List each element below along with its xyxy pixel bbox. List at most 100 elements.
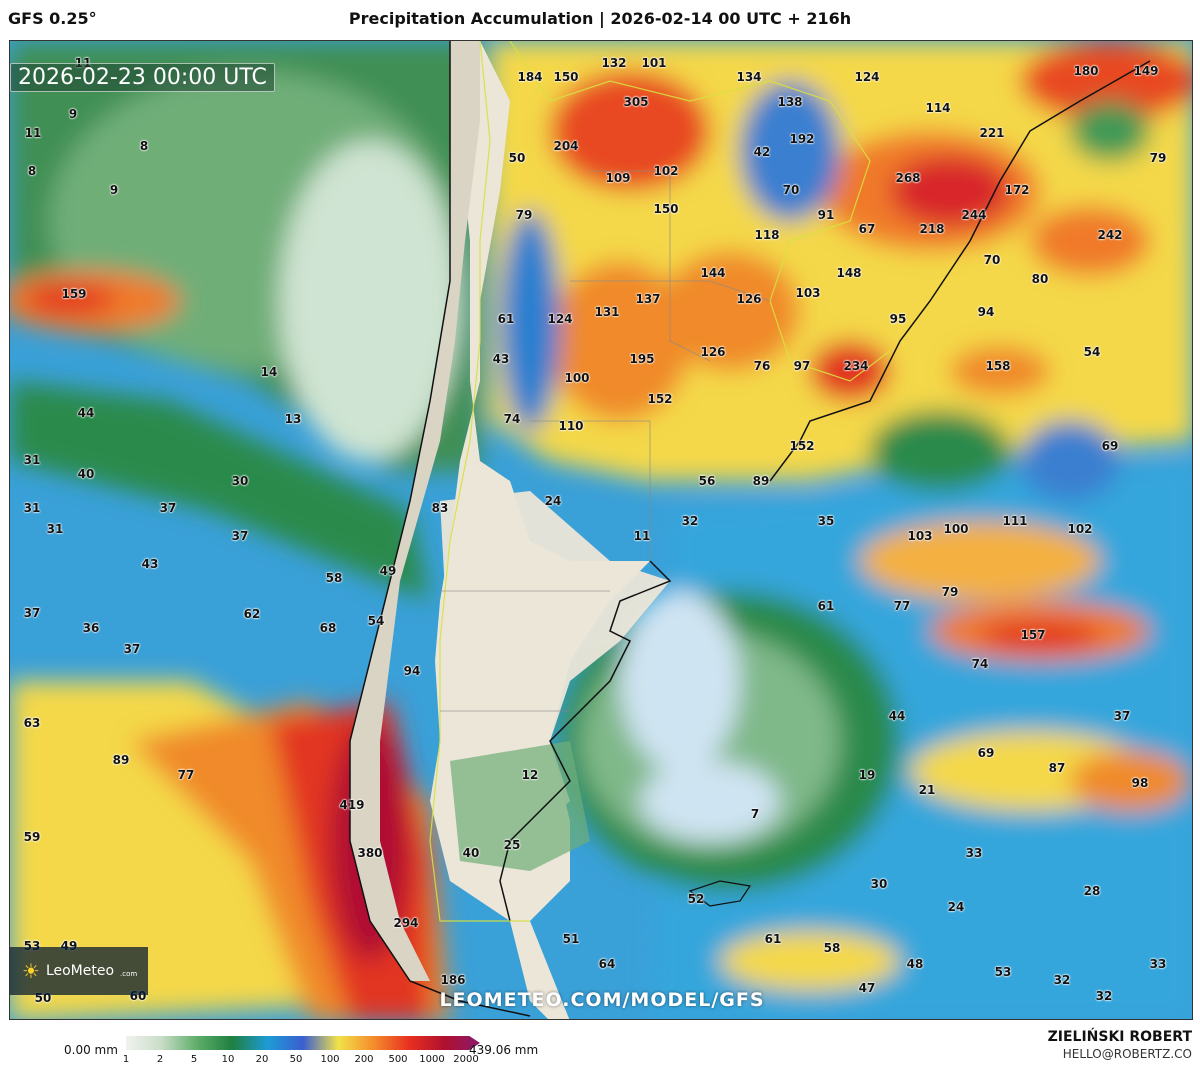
precip-value-label: 103: [907, 529, 933, 543]
precip-value-label: 54: [1083, 345, 1101, 359]
precip-value-label: 100: [564, 371, 590, 385]
legend-tick-label: 20: [255, 1054, 269, 1065]
precip-value-label: 69: [977, 746, 995, 760]
precip-value-label: 43: [492, 352, 510, 366]
precip-value-label: 61: [497, 312, 515, 326]
legend-min-label: 0.00 mm: [64, 1043, 118, 1057]
precip-value-label: 32: [1053, 973, 1071, 987]
precip-value-label: 56: [698, 474, 716, 488]
precip-value-label: 58: [823, 941, 841, 955]
precip-value-label: 89: [112, 753, 130, 767]
precip-value-label: 218: [919, 222, 945, 236]
precip-value-label: 76: [753, 359, 771, 373]
precip-value-label: 148: [836, 266, 862, 280]
precip-value-label: 33: [965, 846, 983, 860]
precip-value-label: 64: [598, 957, 616, 971]
precip-value-label: 40: [462, 846, 480, 860]
precip-value-label: 118: [754, 228, 780, 242]
legend-tick-label: 5: [190, 1054, 198, 1065]
precip-value-label: 101: [641, 56, 667, 70]
precip-value-label: 70: [983, 253, 1001, 267]
precip-value-label: 48: [906, 957, 924, 971]
precip-value-label: 91: [817, 208, 835, 222]
sun-icon: ☀: [22, 959, 40, 983]
legend-tick-label: 50: [289, 1054, 303, 1065]
precip-value-label: 28: [1083, 884, 1101, 898]
precip-value-label: 70: [782, 183, 800, 197]
precip-value-label: 95: [889, 312, 907, 326]
author-name: ZIELIŃSKI ROBERT: [1047, 1029, 1192, 1045]
precip-value-label: 102: [1067, 522, 1093, 536]
precip-value-label: 37: [231, 529, 249, 543]
precip-value-label: 52: [687, 892, 705, 906]
precip-value-label: 77: [893, 599, 911, 613]
precip-value-label: 131: [594, 305, 620, 319]
precip-value-label: 126: [736, 292, 762, 306]
map-title: Precipitation Accumulation | 2026-02-14 …: [348, 9, 852, 28]
precip-value-label: 9: [109, 183, 119, 197]
precip-value-label: 380: [357, 846, 383, 860]
precip-value-label: 51: [562, 932, 580, 946]
precip-value-label: 79: [1149, 151, 1167, 165]
precip-value-label: 79: [941, 585, 959, 599]
map-panel[interactable]: 1191188915914134431403031373137435837623…: [9, 40, 1193, 1020]
precip-value-label: 242: [1097, 228, 1123, 242]
legend-tick-label: 2: [156, 1054, 164, 1065]
precip-value-label: 97: [793, 359, 811, 373]
precip-value-label: 58: [325, 571, 343, 585]
precip-value-label: 109: [605, 171, 631, 185]
precip-value-label: 305: [623, 95, 649, 109]
precip-value-label: 110: [558, 419, 584, 433]
precip-value-label: 195: [629, 352, 655, 366]
precip-value-label: 9: [68, 107, 78, 121]
value-labels-layer: 1191188915914134431403031373137435837623…: [10, 41, 1192, 1019]
precip-value-label: 37: [1113, 709, 1131, 723]
precip-value-label: 32: [681, 514, 699, 528]
precip-value-label: 89: [752, 474, 770, 488]
precip-value-label: 59: [23, 830, 41, 844]
precip-value-label: 124: [547, 312, 573, 326]
precip-value-label: 150: [553, 70, 579, 84]
precip-value-label: 24: [947, 900, 965, 914]
precip-value-label: 50: [508, 151, 526, 165]
precip-value-label: 13: [284, 412, 302, 426]
precip-value-label: 77: [177, 768, 195, 782]
precip-value-label: 47: [858, 981, 876, 995]
author-email[interactable]: HELLO@ROBERTZ.CO: [1062, 1047, 1192, 1061]
precip-value-label: 180: [1073, 64, 1099, 78]
legend-tick-label: 200: [354, 1054, 374, 1065]
precip-value-label: 63: [23, 716, 41, 730]
precip-value-label: 7: [750, 807, 760, 821]
precip-value-label: 42: [753, 145, 771, 159]
precip-value-label: 83: [431, 501, 449, 515]
legend-tick-label: 1000: [419, 1054, 445, 1065]
precip-value-label: 419: [339, 798, 365, 812]
precip-value-label: 31: [23, 501, 41, 515]
legend-tick-label: 2000: [453, 1054, 479, 1065]
watermark-url: LEOMETEO.COM/MODEL/GFS: [439, 989, 765, 1011]
precip-value-label: 221: [979, 126, 1005, 140]
precip-value-label: 67: [858, 222, 876, 236]
precip-value-label: 12: [521, 768, 539, 782]
leometeo-logo[interactable]: ☀ LeoMeteo .com: [10, 947, 148, 995]
precip-value-label: 268: [895, 171, 921, 185]
precip-value-label: 30: [231, 474, 249, 488]
precip-value-label: 31: [23, 453, 41, 467]
precip-value-label: 186: [440, 973, 466, 987]
precip-value-label: 68: [319, 621, 337, 635]
precip-value-label: 102: [653, 164, 679, 178]
precip-value-label: 150: [653, 202, 679, 216]
precip-value-label: 94: [403, 664, 421, 678]
precip-value-label: 79: [515, 208, 533, 222]
precip-value-label: 87: [1048, 761, 1066, 775]
precip-value-label: 19: [858, 768, 876, 782]
precip-value-label: 14: [260, 365, 278, 379]
precip-value-label: 8: [27, 164, 37, 178]
precip-value-label: 98: [1131, 776, 1149, 790]
precip-value-label: 44: [77, 406, 95, 420]
precip-value-label: 144: [700, 266, 726, 280]
precip-value-label: 61: [764, 932, 782, 946]
precip-value-label: 94: [977, 305, 995, 319]
legend-colorbar: [126, 1036, 480, 1050]
precip-value-label: 49: [379, 564, 397, 578]
